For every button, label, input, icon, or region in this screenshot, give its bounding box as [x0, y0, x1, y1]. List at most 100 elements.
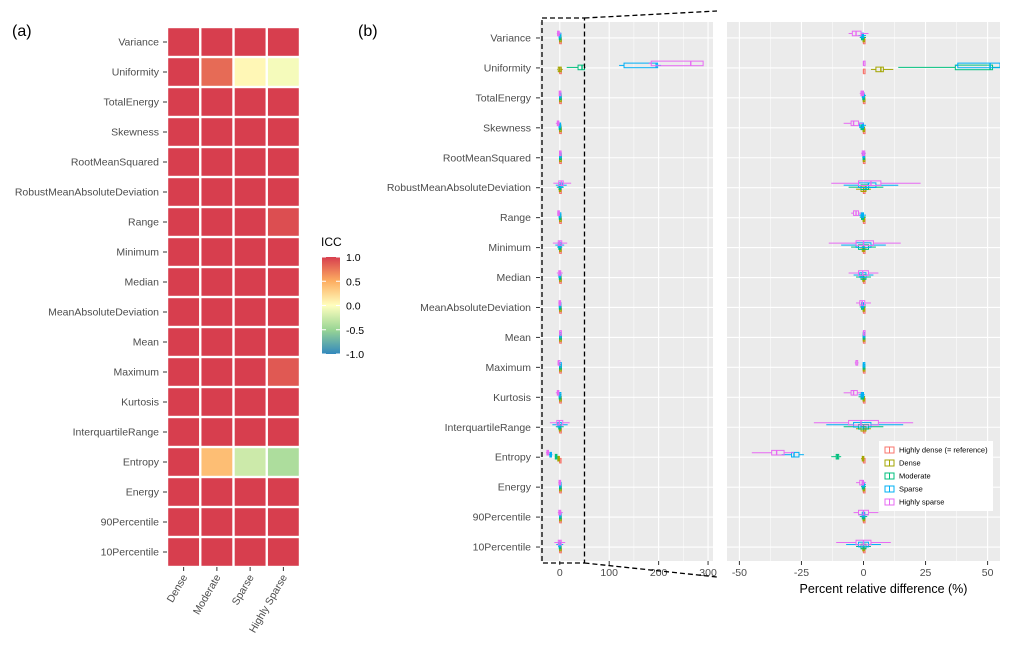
- boxplot-mark: [557, 360, 561, 366]
- boxplot-mark: [861, 455, 865, 462]
- heatmap-cell: [168, 238, 200, 266]
- right-x-tick-label: 0: [861, 567, 867, 579]
- heatmap-cell: [201, 508, 233, 536]
- zoom-region-box: [541, 17, 586, 564]
- heatmap-cell: [234, 478, 266, 506]
- boxplot-mark: [858, 212, 866, 218]
- heatmap-cell: [168, 118, 200, 146]
- feature-label: Entropy: [495, 452, 532, 464]
- heatmap-cell: [267, 358, 299, 386]
- heatmap-cell: [168, 508, 200, 536]
- boxplot-mark: [848, 30, 869, 37]
- heatmap-cell: [201, 328, 233, 356]
- boxplot-mark: [557, 210, 560, 216]
- heatmap-row-label: Maximum: [113, 367, 159, 379]
- boxplot-mark: [843, 120, 864, 127]
- heatmap-row-label: Kurtosis: [121, 397, 159, 409]
- heatmap-cell: [201, 538, 233, 566]
- icc-legend-label: 1.0: [346, 252, 361, 264]
- heatmap-row-label: 10Percentile: [101, 547, 160, 559]
- heatmap-cell: [234, 208, 266, 236]
- heatmap-cell: [234, 268, 266, 296]
- heatmap-cell: [201, 148, 233, 176]
- heatmap-row-label: Median: [125, 277, 160, 289]
- zoom-indicator: [541, 10, 718, 578]
- heatmap-row-label: RobustMeanAbsoluteDeviation: [15, 187, 159, 199]
- heatmap-row-label: 90Percentile: [101, 517, 160, 529]
- heatmap-cell: [168, 358, 200, 386]
- heatmap-cell: [168, 298, 200, 326]
- feature-label: Variance: [490, 32, 531, 44]
- boxplot-mark: [853, 509, 879, 516]
- boxplot-mark: [859, 90, 865, 97]
- heatmap-cell: [267, 88, 299, 116]
- heatmap-cell: [201, 118, 233, 146]
- boxplot-mark: [751, 449, 795, 456]
- boxplot-mark: [558, 300, 562, 306]
- heatmap-row-label: Range: [128, 217, 159, 229]
- box-body: [855, 240, 874, 246]
- box-body: [791, 451, 800, 458]
- heatmap-cell: [234, 328, 266, 356]
- icc-colorbar: [322, 257, 340, 354]
- heatmap-cell: [234, 358, 266, 386]
- boxplot-mark: [559, 330, 562, 336]
- heatmap-cell: [267, 328, 299, 356]
- heatmap-cell: [267, 28, 299, 56]
- boxplot-mark: [556, 270, 563, 276]
- boxplot-mark: [813, 419, 914, 426]
- heatmap-cell: [267, 388, 299, 416]
- right-x-tick-label: 50: [982, 567, 994, 579]
- left-x-tick-label: 0: [557, 567, 563, 579]
- heatmap-cell: [234, 148, 266, 176]
- heatmap-cell: [234, 88, 266, 116]
- feature-label: Skewness: [483, 122, 531, 134]
- boxplot-mark: [862, 362, 866, 368]
- heatmap-cell: [201, 418, 233, 446]
- left-x-tick-label: 100: [600, 567, 618, 579]
- feature-label: Kurtosis: [493, 392, 531, 404]
- feature-label: RootMeanSquared: [443, 152, 531, 164]
- heatmap-cell: [267, 118, 299, 146]
- heatmap-cell: [201, 268, 233, 296]
- boxplot-mark: [558, 479, 562, 486]
- feature-label: Median: [497, 272, 532, 284]
- left-panel-background: [540, 22, 713, 561]
- panel-a-tag: (a): [12, 23, 32, 40]
- heatmap-row-label: Energy: [126, 487, 160, 499]
- heatmap-cell: [234, 508, 266, 536]
- box-body: [957, 62, 1000, 69]
- heatmap-cell: [267, 208, 299, 236]
- box-body: [848, 419, 879, 426]
- feature-label: RobustMeanAbsoluteDeviation: [387, 182, 531, 194]
- zoom-connector-top: [584, 10, 718, 19]
- icc-legend-label: -1.0: [346, 349, 364, 361]
- heatmap-cell: [267, 268, 299, 296]
- heatmap-cell: [168, 448, 200, 476]
- boxplot-mark: [870, 66, 894, 73]
- heatmap-cell: [234, 238, 266, 266]
- heatmap-cell: [201, 58, 233, 86]
- boxplot-mark: [856, 479, 866, 486]
- heatmap-cell: [234, 448, 266, 476]
- boxplot-mark: [848, 270, 879, 276]
- heatmap-cell: [267, 478, 299, 506]
- boxplot-mark: [861, 150, 866, 157]
- heatmap-cell: [234, 298, 266, 326]
- heatmap-cell: [168, 208, 200, 236]
- feature-label: Range: [500, 212, 531, 224]
- density-legend-label: Moderate: [899, 472, 931, 481]
- heatmap-row-label: TotalEnergy: [104, 97, 160, 109]
- heatmap-cell: [168, 268, 200, 296]
- boxplot-mark: [862, 330, 866, 336]
- heatmap-cell: [201, 388, 233, 416]
- heatmap-cell: [267, 58, 299, 86]
- heatmap-cell: [201, 28, 233, 56]
- boxplot-mark: [831, 180, 921, 186]
- icc-legend: ICC 1.0 0.5 0.0 -0.5 -1.0: [321, 235, 364, 361]
- heatmap-cell: [234, 28, 266, 56]
- heatmap-cell: [168, 328, 200, 356]
- heatmap-cell: [234, 118, 266, 146]
- heatmap-background: [167, 27, 300, 567]
